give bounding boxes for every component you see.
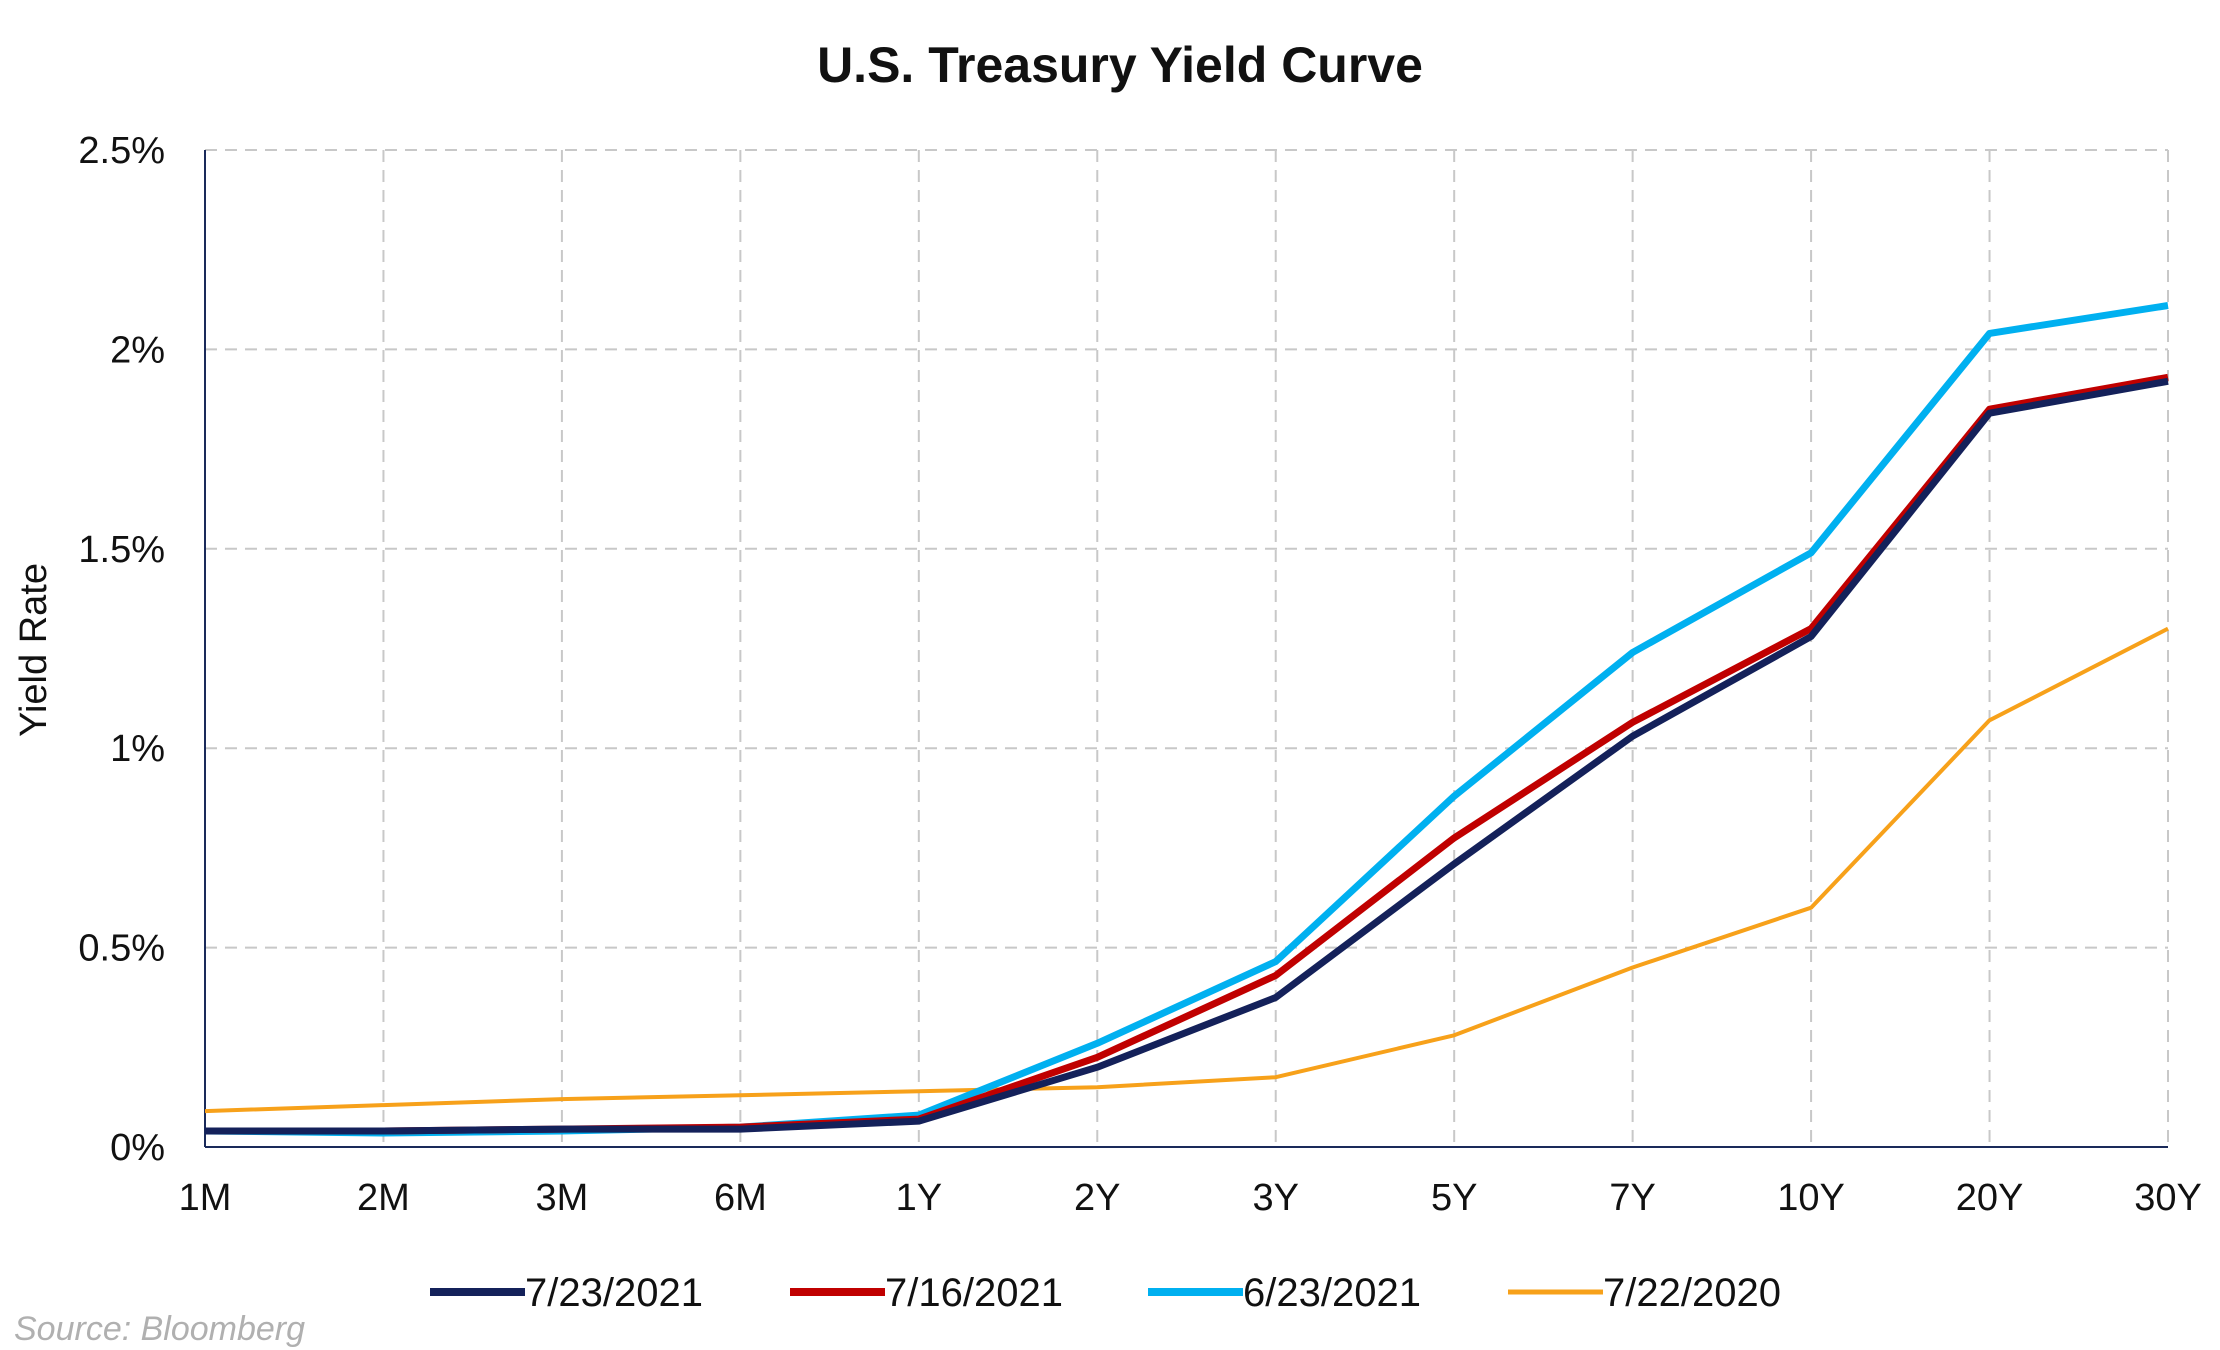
series-line-4 [204, 626, 2169, 1114]
x-tick-label: 3M [536, 1177, 589, 1219]
axes [204, 150, 2168, 1148]
x-tick-label: 1M [179, 1177, 232, 1219]
x-tick-label: 1Y [896, 1177, 942, 1219]
legend: 7/23/2021 7/16/2021 6/23/2021 7/22/2020 [430, 1271, 1781, 1315]
source-note: Source: Bloomberg [14, 1310, 305, 1348]
series-lines [204, 302, 2169, 1137]
x-tick-label: 3Y [1252, 1177, 1298, 1219]
x-tick-label: 20Y [1956, 1177, 2024, 1219]
y-tick-label: 2.5% [78, 130, 165, 172]
y-tick-label: 2% [110, 329, 165, 371]
x-tick-label: 10Y [1777, 1177, 1845, 1219]
x-tick-label: 6M [714, 1177, 767, 1219]
y-tick-labels: 0% 0.5% 1% 1.5% 2% 2.5% [78, 130, 165, 1169]
y-axis-label: Yield Rate [13, 563, 55, 737]
y-tick-label: 0% [110, 1127, 165, 1169]
series-line-2 [205, 373, 2169, 1135]
legend-label: 6/23/2021 [1243, 1271, 1421, 1315]
legend-label: 7/16/2021 [885, 1271, 1063, 1315]
y-tick-label: 1.5% [78, 529, 165, 571]
x-tick-labels: 1M 2M 3M 6M 1Y 2Y 3Y 5Y 7Y 10Y 20Y 30Y [179, 1177, 2202, 1219]
y-tick-label: 0.5% [78, 928, 165, 970]
legend-label: 7/22/2020 [1603, 1271, 1781, 1315]
series-line-3 [204, 302, 2169, 1137]
x-tick-label: 7Y [1609, 1177, 1655, 1219]
legend-label: 7/23/2021 [525, 1271, 703, 1315]
x-tick-label: 30Y [2134, 1177, 2202, 1219]
y-tick-label: 1% [110, 728, 165, 770]
x-tick-label: 2Y [1074, 1177, 1120, 1219]
series-line-1 [205, 377, 2169, 1135]
chart-title: U.S. Treasury Yield Curve [817, 37, 1423, 93]
grid [205, 149, 2169, 1147]
x-tick-label: 5Y [1431, 1177, 1477, 1219]
x-tick-label: 2M [357, 1177, 410, 1219]
